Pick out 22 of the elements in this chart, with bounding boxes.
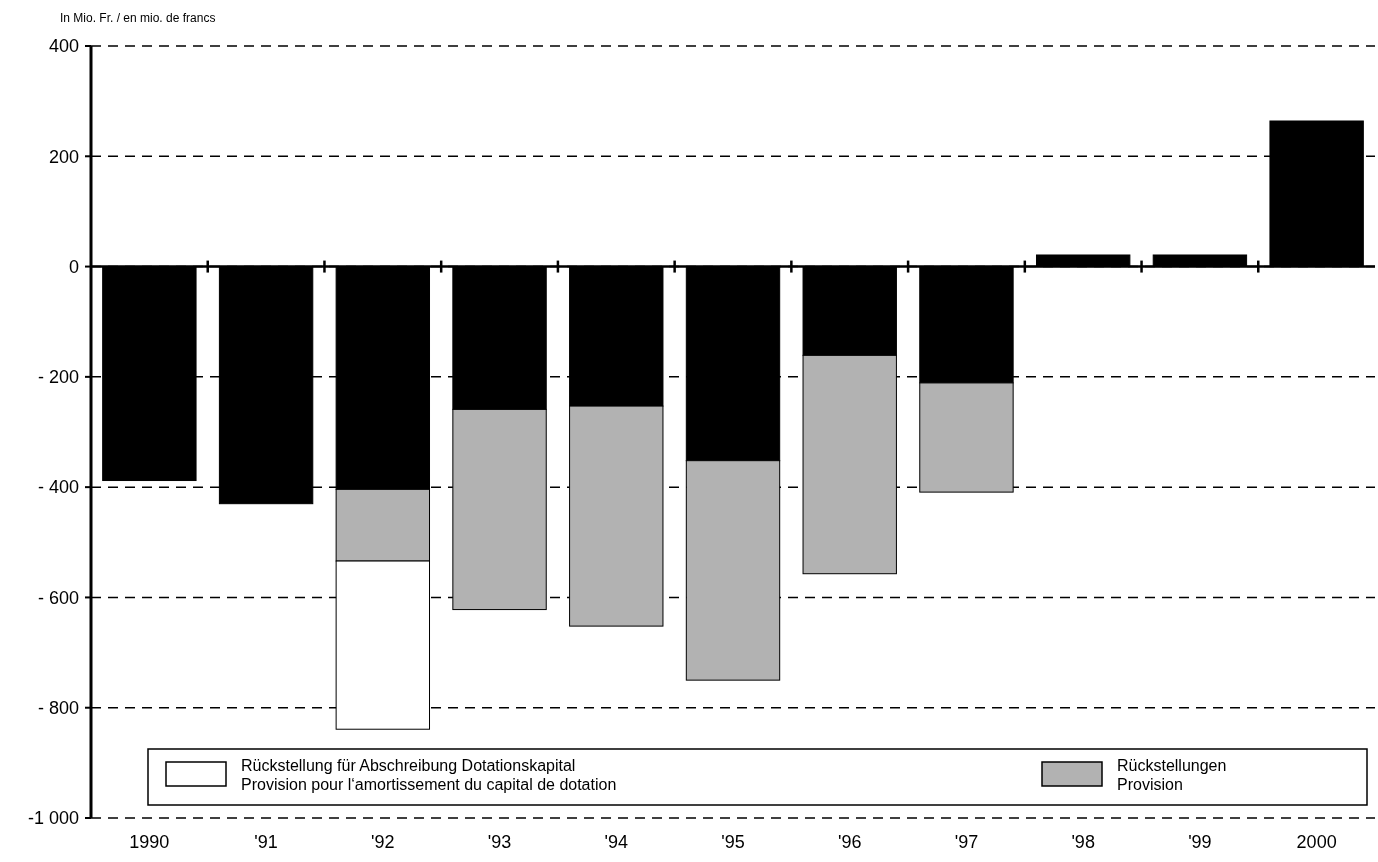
x-tick-label: '96: [837, 832, 862, 852]
y-axis-title: In Mio. Fr. / en mio. de francs: [60, 11, 216, 25]
x-tick-label: '97: [954, 832, 979, 852]
y-tick-label: 0: [68, 256, 79, 277]
y-tick-label: - 200: [37, 367, 79, 388]
legend-label: Rückstellungen Provision: [1117, 757, 1227, 793]
y-tick-label: 400: [48, 36, 79, 57]
x-tick-label: '93: [487, 832, 512, 852]
y-tick-label: - 600: [37, 587, 79, 608]
x-tick-label: '92: [371, 832, 395, 852]
x-tick-label: 1990: [129, 832, 170, 852]
y-tick-label: -1 000: [27, 808, 79, 829]
x-tick-label: '91: [254, 832, 278, 852]
x-tick-label: 2000: [1296, 832, 1337, 852]
x-tick-label: '94: [604, 832, 629, 852]
x-tick-label: '95: [721, 832, 745, 852]
y-tick-label: - 800: [37, 698, 79, 719]
legend-label: Rückstellung für Abschreibung Dotationskapital Provision pour l‘amortissement du capital de dotation: [241, 757, 617, 793]
y-tick-label: 200: [48, 146, 79, 167]
x-tick-label: '98: [1071, 832, 1095, 852]
y-tick-label: - 400: [37, 477, 79, 498]
x-tick-label: '99: [1188, 832, 1212, 852]
